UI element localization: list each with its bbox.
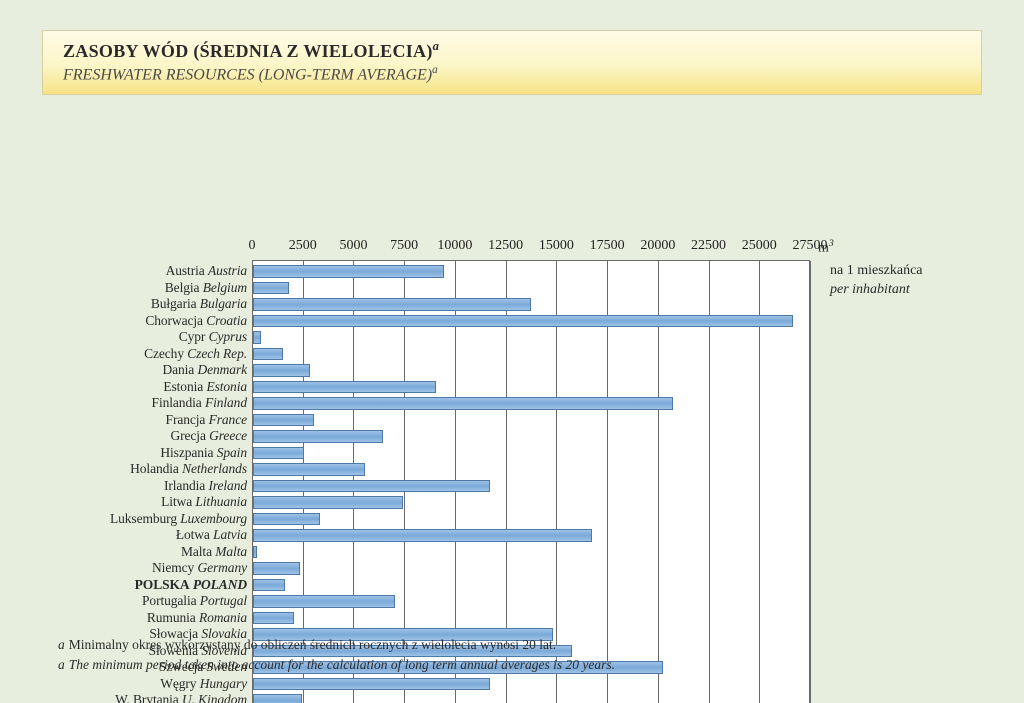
x-axis-ticks: 0 2500 5000 7500 10000 12500 15000 17500 20000 22… [252,238,810,258]
bar [253,265,444,278]
table-row: Irlandia Ireland [253,478,811,495]
footnote-pl: a Minimalny okres wykorzystany do oblicze… [58,635,615,655]
country-label: Węgry Hungary [160,676,253,693]
table-row: W. Brytania U. Kingdom [253,692,811,703]
table-row: Cypr Cyprus [253,329,811,346]
bar [253,282,289,295]
country-label: Irlandia Ireland [164,478,253,495]
country-label: Francja France [166,412,253,429]
country-label: Holandia Netherlands [130,461,253,478]
footnote-en: a The minimum period taken into account f… [58,655,615,675]
bar [253,447,304,460]
x-tick-label: 17500 [590,238,625,254]
bar [253,298,531,311]
country-label: Litwa Lithuania [161,494,253,511]
country-label: Austria Austria [166,263,253,280]
table-row: Rumunia Romania [253,610,811,627]
bar [253,348,283,361]
title-sub: FRESHWATER RESOURCES (LONG-TERM AVERAGE)… [63,64,961,84]
country-label: Łotwa Latvia [176,527,253,544]
country-label: Cypr Cyprus [179,329,253,346]
title-bar: ZASOBY WÓD (ŚREDNIA Z WIELOLECIA)a FRESH… [42,30,982,95]
country-label: Rumunia Romania [147,610,253,627]
country-label: Estonia Estonia [163,379,253,396]
per-inhabitant-pl: na 1 mieszkańca [830,262,923,280]
table-row: Belgia Belgium [253,280,811,297]
table-row: Bułgaria Bulgaria [253,296,811,313]
bar [253,496,403,509]
bar [253,595,395,608]
table-row: Holandia Netherlands [253,461,811,478]
country-label: Portugalia Portugal [142,593,253,610]
country-label: Niemcy Germany [152,560,253,577]
x-tick-label: 10000 [437,238,472,254]
table-row: Luksemburg Luxembourg [253,511,811,528]
axis-unit: m3 [818,238,834,257]
x-tick-label: 12500 [488,238,523,254]
bar [253,430,383,443]
x-tick-label: 0 [249,238,256,254]
table-row: Dania Denmark [253,362,811,379]
table-row: Portugalia Portugal [253,593,811,610]
country-label: Bułgaria Bulgaria [151,296,253,313]
bar [253,513,320,526]
country-label: Belgia Belgium [165,280,253,297]
bar [253,546,257,559]
x-tick-label: 25000 [742,238,777,254]
country-label: Hiszpania Spain [160,445,253,462]
table-row: Austria Austria [253,263,811,280]
per-inhabitant-en: per inhabitant [830,281,923,299]
x-tick-label: 22500 [691,238,726,254]
country-label: Malta Malta [181,544,253,561]
x-tick-label: 5000 [339,238,367,254]
country-label: Chorwacja Croatia [145,313,253,330]
footnote-en-text: The minimum period taken into account fo… [69,657,615,672]
country-label: W. Brytania U. Kingdom [115,692,253,703]
table-row: Hiszpania Spain [253,445,811,462]
country-label: Luksemburg Luxembourg [110,511,253,528]
bar [253,562,300,575]
title-main: ZASOBY WÓD (ŚREDNIA Z WIELOLECIA)a [63,39,961,62]
table-row: Grecja Greece [253,428,811,445]
bar [253,315,793,328]
bar [253,331,261,344]
x-tick-label: 20000 [640,238,675,254]
bar [253,529,592,542]
table-row: Finlandia Finland [253,395,811,412]
per-inhabitant-label: na 1 mieszkańca per inhabitant [830,262,923,298]
country-label: Grecja Greece [170,428,253,445]
bar [253,463,365,476]
footnote-marker: a [58,657,65,672]
table-row: Niemcy Germany [253,560,811,577]
bar [253,480,490,493]
country-label: Finlandia Finland [152,395,253,412]
table-row: Litwa Lithuania [253,494,811,511]
bar [253,364,310,377]
bar [253,694,302,703]
table-row: Czechy Czech Rep. [253,346,811,363]
x-tick-label: 7500 [390,238,418,254]
country-label: Czechy Czech Rep. [144,346,253,363]
table-row: Chorwacja Croatia [253,313,811,330]
table-row: Malta Malta [253,544,811,561]
bar [253,414,314,427]
country-label: POLSKA POLAND [135,577,253,594]
x-tick-label: 15000 [539,238,574,254]
bar [253,579,285,592]
bar [253,612,294,625]
table-row: Węgry Hungary [253,676,811,693]
footnote-pl-text: Minimalny okres wykorzystany do obliczeń… [69,637,556,652]
page: ZASOBY WÓD (ŚREDNIA Z WIELOLECIA)a FRESH… [0,0,1024,703]
footnote-marker: a [58,637,65,652]
x-tick-label: 2500 [289,238,317,254]
bar [253,381,436,394]
country-label: Dania Denmark [162,362,253,379]
footnotes: a Minimalny okres wykorzystany do oblicze… [58,635,615,674]
table-row: POLSKA POLAND [253,577,811,594]
table-row: Estonia Estonia [253,379,811,396]
table-row: Łotwa Latvia [253,527,811,544]
bar [253,678,490,691]
bar [253,397,673,410]
table-row: Francja France [253,412,811,429]
